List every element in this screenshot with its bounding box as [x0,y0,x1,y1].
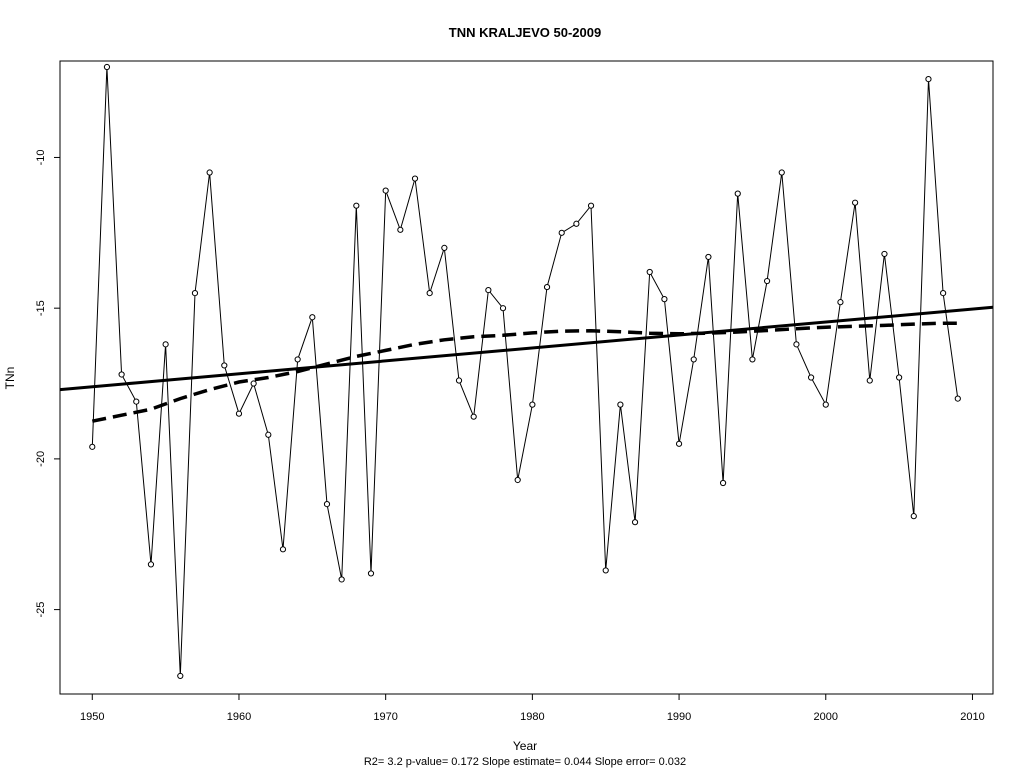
linear-trend-line [59,305,994,392]
data-point [499,305,507,312]
data-point [925,75,932,83]
chart-footer-stats: R2= 3.2 p-value= 0.172 Slope estimate= 0… [364,756,686,768]
data-point [470,413,477,420]
axis-ticks: 1950 1960 1970 1980 1990 2000 2010 -25 -20 -15 -10 [35,150,985,723]
data-point [265,431,272,438]
data-point [866,377,873,384]
data-point [367,570,375,577]
x-tick-label: 2000 [814,711,838,723]
data-point [206,169,213,176]
data-point [279,546,287,553]
data-point [646,268,653,276]
data-point [89,443,96,450]
chart-title: TNN KRALJEVO 50-2009 [449,25,601,40]
data-point [177,672,184,680]
data-point [485,286,492,294]
data-point [573,220,580,227]
data-point [807,374,815,381]
data-point [852,199,859,206]
x-tick-label: 2010 [960,711,984,723]
x-tick-label: 1990 [667,711,691,723]
data-point [221,362,228,369]
data-point [793,341,800,348]
chart-marks [59,63,994,680]
x-axis-label: Year [513,739,537,753]
data-point [617,401,624,408]
data-point [162,341,169,348]
data-point [734,190,741,197]
data-point [323,501,331,508]
data-point [543,283,551,291]
data-point [118,371,125,378]
y-tick-label: -25 [35,602,47,618]
data-point [749,356,756,363]
tnn-series-line [91,66,959,676]
data-point [558,229,565,236]
x-tick-label: 1950 [80,711,104,723]
data-point [426,290,433,297]
data-point [441,244,448,251]
x-tick-label: 1970 [373,711,397,723]
data-point [103,63,111,71]
x-tick-label: 1980 [520,711,544,723]
data-point [719,479,727,487]
data-point [631,519,639,526]
data-point [397,226,404,233]
y-axis-label: TNn [3,367,17,390]
data-point [705,253,712,261]
data-point [235,410,243,417]
smoothed-trend-line [91,321,958,423]
data-point [940,290,947,297]
data-point [338,576,345,583]
data-point [778,169,785,176]
y-tick-label: -10 [35,150,47,166]
data-point [954,395,961,402]
data-point [675,440,683,447]
plot-frame [59,60,994,695]
data-point [661,296,668,303]
data-point [881,250,888,258]
data-point [602,567,609,574]
data-point [411,175,419,182]
data-point [837,299,844,306]
data-point [910,513,917,520]
x-tick-label: 1960 [227,711,251,723]
data-point [309,314,316,321]
data-point [250,380,257,387]
data-point [382,187,389,194]
data-point [763,277,771,285]
data-point [690,356,697,363]
data-point [896,374,903,381]
data-point [587,202,595,209]
data-point [514,476,521,484]
data-point [191,290,199,297]
data-point [133,398,140,405]
data-point [529,401,536,408]
data-point [822,401,829,408]
y-tick-label: -15 [35,300,47,316]
data-point [294,356,301,363]
data-point [147,561,155,568]
data-point [455,377,463,384]
data-point [353,202,360,209]
y-tick-label: -20 [35,451,47,467]
